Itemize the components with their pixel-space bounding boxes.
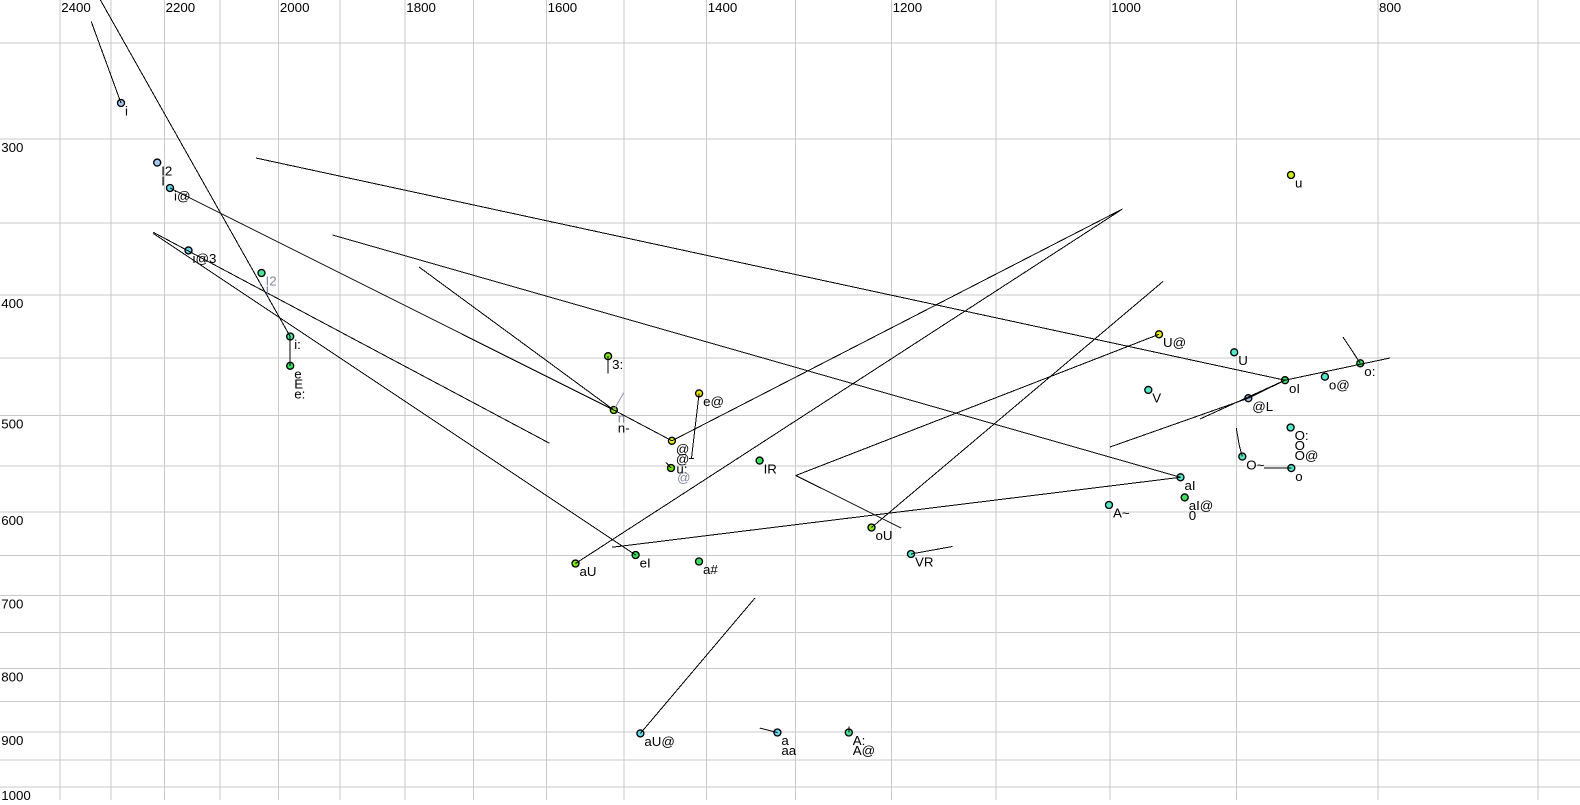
svg-text:1400: 1400 <box>708 0 738 15</box>
svg-text:I2: I2 <box>266 274 277 289</box>
svg-text:e@: e@ <box>703 394 724 409</box>
svg-text:1200: 1200 <box>893 0 923 15</box>
svg-text:2200: 2200 <box>166 0 196 15</box>
svg-text:U: U <box>1238 353 1248 368</box>
svg-text:i@: i@ <box>174 189 190 204</box>
svg-text:3:: 3: <box>612 357 623 372</box>
svg-text:aa: aa <box>781 743 796 758</box>
svg-text:700: 700 <box>1 597 23 612</box>
svg-text:800: 800 <box>1379 0 1401 15</box>
svg-text:e: e <box>294 367 301 382</box>
svg-text:oU: oU <box>876 528 893 543</box>
svg-text:VR: VR <box>915 555 933 570</box>
svg-text:400: 400 <box>1 296 23 311</box>
svg-text:aI@: aI@ <box>1189 498 1214 513</box>
svg-text:IR: IR <box>764 461 777 476</box>
svg-text:o:: o: <box>1364 364 1375 379</box>
svg-text:eI: eI <box>640 556 651 571</box>
svg-text:A~: A~ <box>1113 506 1130 521</box>
svg-text:o@: o@ <box>1329 377 1350 392</box>
svg-text:1800: 1800 <box>406 0 436 15</box>
svg-text:I2: I2 <box>161 163 172 178</box>
svg-text:a: a <box>781 733 789 748</box>
svg-text:n-: n- <box>618 421 630 436</box>
svg-text:O@: O@ <box>1295 448 1319 463</box>
svg-text:aI: aI <box>1185 478 1196 493</box>
svg-text:i@3: i@3 <box>193 251 217 266</box>
svg-text:O~: O~ <box>1246 457 1264 472</box>
svg-text:a#: a# <box>703 562 718 577</box>
svg-text:A:: A: <box>853 733 866 748</box>
svg-text:o: o <box>1295 469 1302 484</box>
svg-text:1000: 1000 <box>1111 0 1141 15</box>
svg-text:800: 800 <box>1 670 23 685</box>
svg-text:500: 500 <box>1 417 23 432</box>
svg-text:u:: u: <box>676 461 687 476</box>
svg-text:2000: 2000 <box>280 0 310 15</box>
svg-text:@: @ <box>677 470 691 485</box>
svg-text:I: I <box>161 173 165 188</box>
svg-text:300: 300 <box>1 140 23 155</box>
svg-text:i:: i: <box>294 337 301 352</box>
svg-text:E: E <box>294 377 303 392</box>
svg-text:1000: 1000 <box>1 788 31 800</box>
svg-text:@: @ <box>676 452 690 467</box>
svg-text:1600: 1600 <box>548 0 578 15</box>
svg-text:O: O <box>1295 438 1305 453</box>
svg-text:V: V <box>1152 391 1161 406</box>
svg-text:O:: O: <box>1295 428 1309 443</box>
svg-text:2400: 2400 <box>61 0 91 15</box>
svg-text:oI: oI <box>1289 381 1300 396</box>
svg-text:n: n <box>618 411 625 426</box>
svg-text:i: i <box>125 104 128 119</box>
svg-text:I: I <box>266 284 270 299</box>
svg-text:A@: A@ <box>853 743 875 758</box>
svg-text:@: @ <box>676 442 690 457</box>
svg-text:u: u <box>1295 176 1302 191</box>
svg-text:0: 0 <box>1189 508 1196 523</box>
svg-text:aU: aU <box>580 564 597 579</box>
svg-text:@L: @L <box>1252 399 1273 414</box>
svg-text:aU@: aU@ <box>644 734 675 749</box>
svg-text:600: 600 <box>1 513 23 528</box>
svg-text:U@: U@ <box>1163 335 1186 350</box>
svg-text:900: 900 <box>1 733 23 748</box>
svg-text:e:: e: <box>294 387 305 402</box>
